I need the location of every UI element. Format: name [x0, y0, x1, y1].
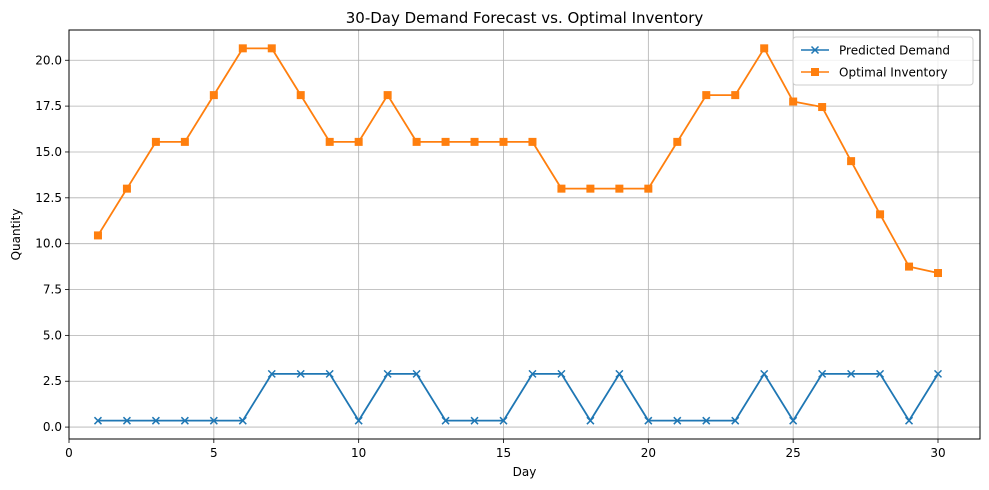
data-point-optimal-inventory — [209, 91, 218, 100]
x-tick-label: 0 — [65, 446, 73, 460]
x-tick-label: 5 — [210, 446, 218, 460]
data-point-predicted-demand — [238, 416, 247, 425]
data-point-optimal-inventory — [557, 184, 566, 193]
data-point-predicted-demand — [499, 416, 508, 425]
data-point-predicted-demand — [383, 369, 392, 378]
data-point-optimal-inventory — [586, 184, 595, 193]
data-point-optimal-inventory — [412, 137, 421, 146]
data-point-predicted-demand — [615, 369, 624, 378]
legend-box — [792, 36, 974, 86]
legend-marker-optimal-inventory — [811, 68, 819, 76]
data-point-optimal-inventory — [470, 137, 479, 146]
data-point-optimal-inventory — [180, 137, 189, 146]
data-point-optimal-inventory — [122, 184, 131, 193]
data-point-optimal-inventory — [383, 91, 392, 100]
data-point-optimal-inventory — [325, 137, 334, 146]
data-point-optimal-inventory — [441, 137, 450, 146]
data-point-optimal-inventory — [702, 91, 711, 100]
series-line-optimal-inventory — [97, 47, 939, 274]
data-point-predicted-demand — [847, 369, 856, 378]
data-point-optimal-inventory — [847, 157, 856, 166]
chart-title: 30-Day Demand Forecast vs. Optimal Inven… — [346, 9, 704, 27]
data-point-predicted-demand — [470, 416, 479, 425]
data-point-predicted-demand — [644, 416, 653, 425]
data-point-optimal-inventory — [238, 44, 247, 53]
data-point-optimal-inventory — [731, 91, 740, 100]
legend-label-predicted-demand: Predicted Demand — [839, 44, 950, 58]
y-tick-label: 12.5 — [35, 191, 62, 205]
data-point-predicted-demand — [325, 369, 334, 378]
data-point-optimal-inventory — [760, 44, 769, 53]
x-tick-label: 25 — [786, 446, 801, 460]
x-axis-ticks: 0 5 10 15 20 25 30 — [65, 439, 946, 460]
data-point-predicted-demand — [151, 416, 160, 425]
data-point-predicted-demand — [789, 416, 798, 425]
y-tick-label: 20.0 — [35, 53, 62, 67]
data-point-predicted-demand — [876, 369, 885, 378]
data-point-predicted-demand — [760, 369, 769, 378]
data-point-predicted-demand — [933, 369, 943, 378]
y-axis-label: Quantity — [9, 209, 23, 261]
x-tick-label: 20 — [641, 446, 656, 460]
data-point-predicted-demand — [354, 416, 363, 425]
data-point-optimal-inventory — [93, 231, 102, 240]
data-point-optimal-inventory — [644, 184, 653, 193]
y-tick-label: 2.5 — [43, 374, 62, 388]
x-tick-label: 30 — [930, 446, 945, 460]
legend-label-optimal-inventory: Optimal Inventory — [839, 66, 948, 80]
data-point-predicted-demand — [267, 369, 276, 378]
y-tick-label: 7.5 — [43, 283, 62, 297]
data-point-predicted-demand — [93, 416, 102, 425]
data-point-predicted-demand — [702, 416, 711, 425]
data-point-optimal-inventory — [499, 137, 508, 146]
data-point-optimal-inventory — [615, 184, 624, 193]
series-optimal-inventory — [93, 44, 942, 278]
y-tick-label: 0.0 — [43, 420, 62, 434]
data-point-predicted-demand — [209, 416, 218, 425]
grid — [68, 30, 980, 439]
plot-area — [68, 29, 981, 440]
data-point-predicted-demand — [296, 369, 305, 378]
series-predicted-demand — [93, 369, 943, 425]
y-tick-label: 10.0 — [35, 237, 62, 251]
legend-marker-predicted-demand — [810, 45, 820, 55]
y-tick-label: 5.0 — [43, 328, 62, 342]
series-layer — [93, 44, 943, 425]
x-tick-label: 15 — [496, 446, 511, 460]
data-point-predicted-demand — [818, 369, 827, 378]
data-point-predicted-demand — [673, 416, 682, 425]
data-point-predicted-demand — [412, 369, 421, 378]
legend: Predicted Demand Optimal Inventory — [792, 36, 974, 86]
data-point-optimal-inventory — [673, 137, 682, 146]
data-point-optimal-inventory — [354, 137, 363, 146]
data-point-optimal-inventory — [528, 137, 537, 146]
x-axis-label: Day — [513, 465, 537, 479]
data-point-predicted-demand — [528, 369, 537, 378]
y-tick-label: 15.0 — [35, 145, 62, 159]
y-tick-label: 17.5 — [35, 99, 62, 113]
series-line-predicted-demand — [97, 372, 939, 422]
data-point-predicted-demand — [557, 369, 566, 378]
data-point-optimal-inventory — [296, 91, 305, 100]
y-axis-ticks: 0.0 2.5 5.0 7.5 10.0 12.5 15.0 17.5 20.0 — [35, 53, 69, 434]
data-point-predicted-demand — [122, 416, 131, 425]
data-point-optimal-inventory — [876, 210, 885, 219]
data-point-predicted-demand — [905, 416, 914, 425]
data-point-predicted-demand — [180, 416, 189, 425]
data-point-optimal-inventory — [151, 137, 160, 146]
data-point-optimal-inventory — [267, 44, 276, 53]
data-point-predicted-demand — [441, 416, 450, 425]
plot-frame — [68, 29, 981, 440]
data-point-optimal-inventory — [818, 103, 827, 112]
data-point-predicted-demand — [731, 416, 740, 425]
data-point-predicted-demand — [586, 416, 595, 425]
data-point-optimal-inventory — [933, 269, 942, 278]
data-point-optimal-inventory — [789, 97, 798, 106]
x-tick-label: 10 — [351, 446, 366, 460]
data-point-optimal-inventory — [905, 262, 914, 271]
